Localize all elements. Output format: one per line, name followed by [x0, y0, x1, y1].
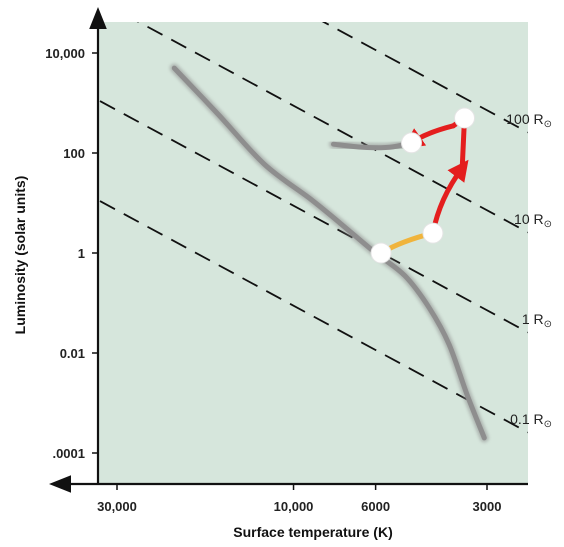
radius-line-2: [99, 100, 528, 334]
plot-area: [98, 22, 528, 484]
radius-line-1: [136, 22, 528, 234]
x-axis-title: Surface temperature (K): [233, 524, 393, 540]
track-marker-0: [370, 242, 392, 264]
x-tick-label-2: 6000: [361, 499, 390, 514]
radius-line-3: [99, 200, 528, 434]
track-marker-1: [422, 222, 444, 244]
y-tick-label-0: 10,000: [45, 46, 85, 61]
radius-label-1: 10 R⊙: [514, 211, 552, 230]
radius-label-2: 1 R⊙: [522, 311, 552, 330]
radius-lines: [99, 22, 528, 434]
radius-labels: 100 R⊙ 10 R⊙ 1 R⊙ 0.1 R⊙: [506, 111, 552, 430]
y-ticks: 10,000 100 1 0.01 .0001: [45, 46, 98, 461]
y-tick-label-2: 1: [78, 246, 85, 261]
radius-label-3: 0.1 R⊙: [510, 411, 552, 430]
x-ticks: 30,000 10,000 6000 3000: [97, 484, 501, 514]
x-tick-label-1: 10,000: [274, 499, 314, 514]
markers: [370, 107, 476, 264]
x-tick-label-3: 3000: [473, 499, 502, 514]
x-tick-label-0: 30,000: [97, 499, 137, 514]
y-axis-title: Luminosity (solar units): [12, 176, 28, 335]
track-marker-3: [454, 107, 476, 129]
y-tick-label-1: 100: [63, 146, 85, 161]
radius-label-0: 100 R⊙: [506, 111, 552, 130]
radius-line-0: [321, 22, 528, 134]
y-tick-label-4: .0001: [52, 446, 85, 461]
y-tick-label-3: 0.01: [60, 346, 85, 361]
track-marker-2: [400, 132, 422, 154]
